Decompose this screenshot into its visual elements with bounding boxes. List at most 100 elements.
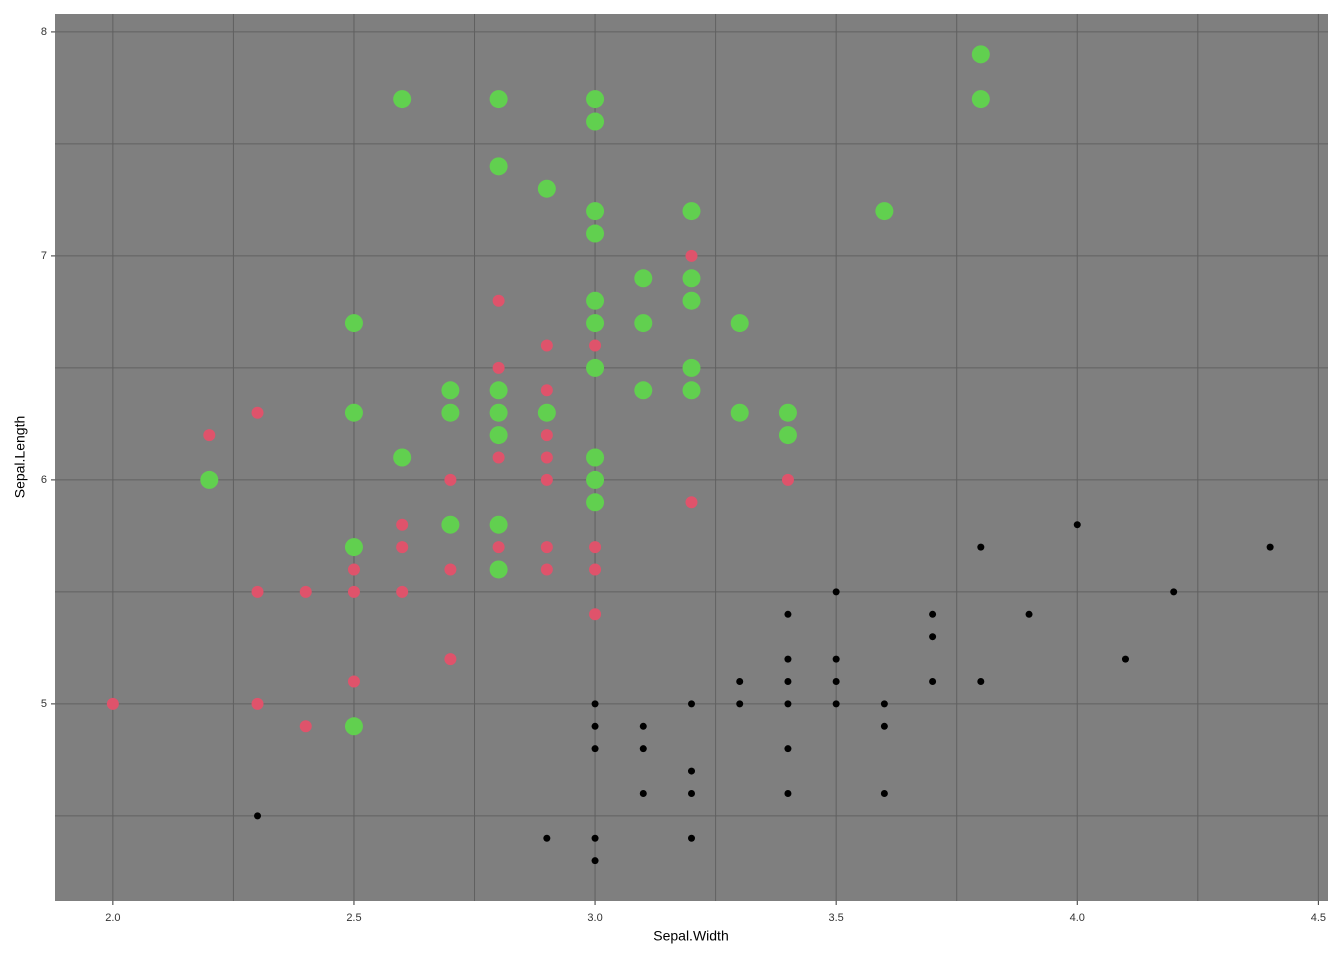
point <box>639 745 647 753</box>
point <box>106 697 119 710</box>
point <box>489 426 508 445</box>
point <box>543 834 551 842</box>
point <box>880 789 888 797</box>
point <box>589 339 602 352</box>
point <box>586 448 605 467</box>
y-tick-label: 7 <box>41 250 47 262</box>
point <box>591 745 599 753</box>
point <box>784 700 792 708</box>
point <box>971 90 990 109</box>
point <box>977 543 985 551</box>
point <box>586 358 605 377</box>
point <box>778 403 797 422</box>
point <box>832 588 840 596</box>
point <box>299 585 312 598</box>
point <box>784 655 792 663</box>
x-tick-label: 2.5 <box>346 912 361 924</box>
point <box>682 269 701 288</box>
point <box>537 403 556 422</box>
point <box>254 812 262 820</box>
point <box>730 314 749 333</box>
point <box>929 633 937 641</box>
point <box>540 451 553 464</box>
point <box>778 426 797 445</box>
point <box>591 700 599 708</box>
y-axis-title: Sepal.Length <box>12 416 28 499</box>
point <box>736 700 744 708</box>
point <box>832 700 840 708</box>
point <box>344 403 363 422</box>
point <box>875 202 894 221</box>
point <box>682 381 701 400</box>
point <box>832 655 840 663</box>
point <box>1266 543 1274 551</box>
point <box>688 700 695 708</box>
point <box>784 745 792 753</box>
point <box>492 294 505 307</box>
point <box>639 722 647 730</box>
point <box>586 493 605 512</box>
y-tick-label: 5 <box>41 698 47 710</box>
point <box>639 789 647 797</box>
point <box>688 789 695 797</box>
point <box>344 314 363 333</box>
point <box>393 448 412 467</box>
point <box>444 653 457 666</box>
point <box>251 406 264 419</box>
x-axis-title: Sepal.Width <box>653 928 728 944</box>
point <box>251 585 264 598</box>
point <box>489 381 508 400</box>
point <box>540 429 553 442</box>
point <box>492 451 505 464</box>
point <box>441 515 460 534</box>
point <box>344 717 363 736</box>
point <box>347 675 360 688</box>
x-tick-label: 2.0 <box>105 912 120 924</box>
point <box>880 700 888 708</box>
point <box>688 834 695 842</box>
point <box>784 610 792 618</box>
y-tick-label: 6 <box>41 474 47 486</box>
point <box>682 291 701 310</box>
point <box>540 384 553 397</box>
panel <box>55 14 1328 901</box>
point <box>784 789 792 797</box>
point <box>589 541 602 554</box>
point <box>540 339 553 352</box>
point <box>441 381 460 400</box>
point <box>489 90 508 109</box>
point <box>1170 588 1178 596</box>
point <box>344 538 363 557</box>
point <box>591 722 599 730</box>
point <box>489 560 508 579</box>
point <box>444 563 457 576</box>
point <box>1073 521 1081 529</box>
point <box>586 112 605 131</box>
point <box>634 381 653 400</box>
point <box>682 358 701 377</box>
point <box>1025 610 1033 618</box>
point <box>586 470 605 489</box>
point <box>396 518 409 531</box>
point <box>977 677 985 685</box>
x-tick-label: 3.5 <box>829 912 844 924</box>
point <box>489 403 508 422</box>
point <box>736 677 744 685</box>
point <box>492 361 505 374</box>
point <box>685 496 698 509</box>
point <box>589 563 602 576</box>
point <box>591 834 599 842</box>
point <box>929 610 937 618</box>
point <box>685 249 698 262</box>
point <box>634 314 653 333</box>
x-tick-label: 4.5 <box>1311 912 1326 924</box>
point <box>441 403 460 422</box>
point <box>1121 655 1129 663</box>
point <box>682 202 701 221</box>
point <box>784 677 792 685</box>
point <box>634 269 653 288</box>
point <box>688 767 695 775</box>
point <box>489 515 508 534</box>
